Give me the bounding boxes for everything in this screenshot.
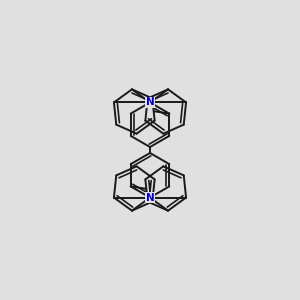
Text: N: N: [146, 98, 154, 107]
Text: N: N: [146, 193, 154, 202]
